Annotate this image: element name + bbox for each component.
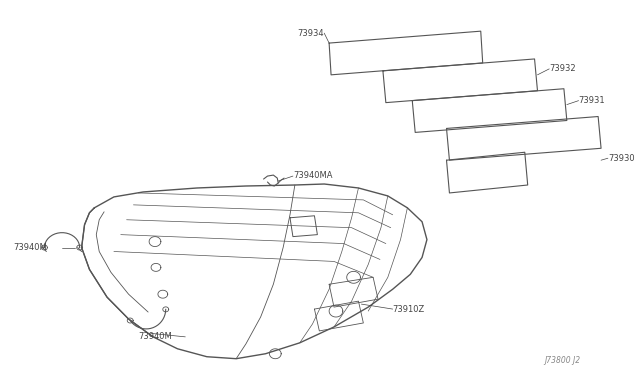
Text: 73930: 73930 — [608, 154, 634, 163]
Text: 73934: 73934 — [298, 29, 324, 38]
Text: 73940M: 73940M — [138, 332, 172, 341]
Text: J73800 J2: J73800 J2 — [545, 356, 580, 365]
Text: 73932: 73932 — [549, 64, 576, 73]
Text: 73940M: 73940M — [13, 243, 47, 252]
Text: 73940MA: 73940MA — [293, 171, 332, 180]
Text: 73910Z: 73910Z — [393, 305, 425, 314]
Text: 73931: 73931 — [579, 96, 605, 105]
